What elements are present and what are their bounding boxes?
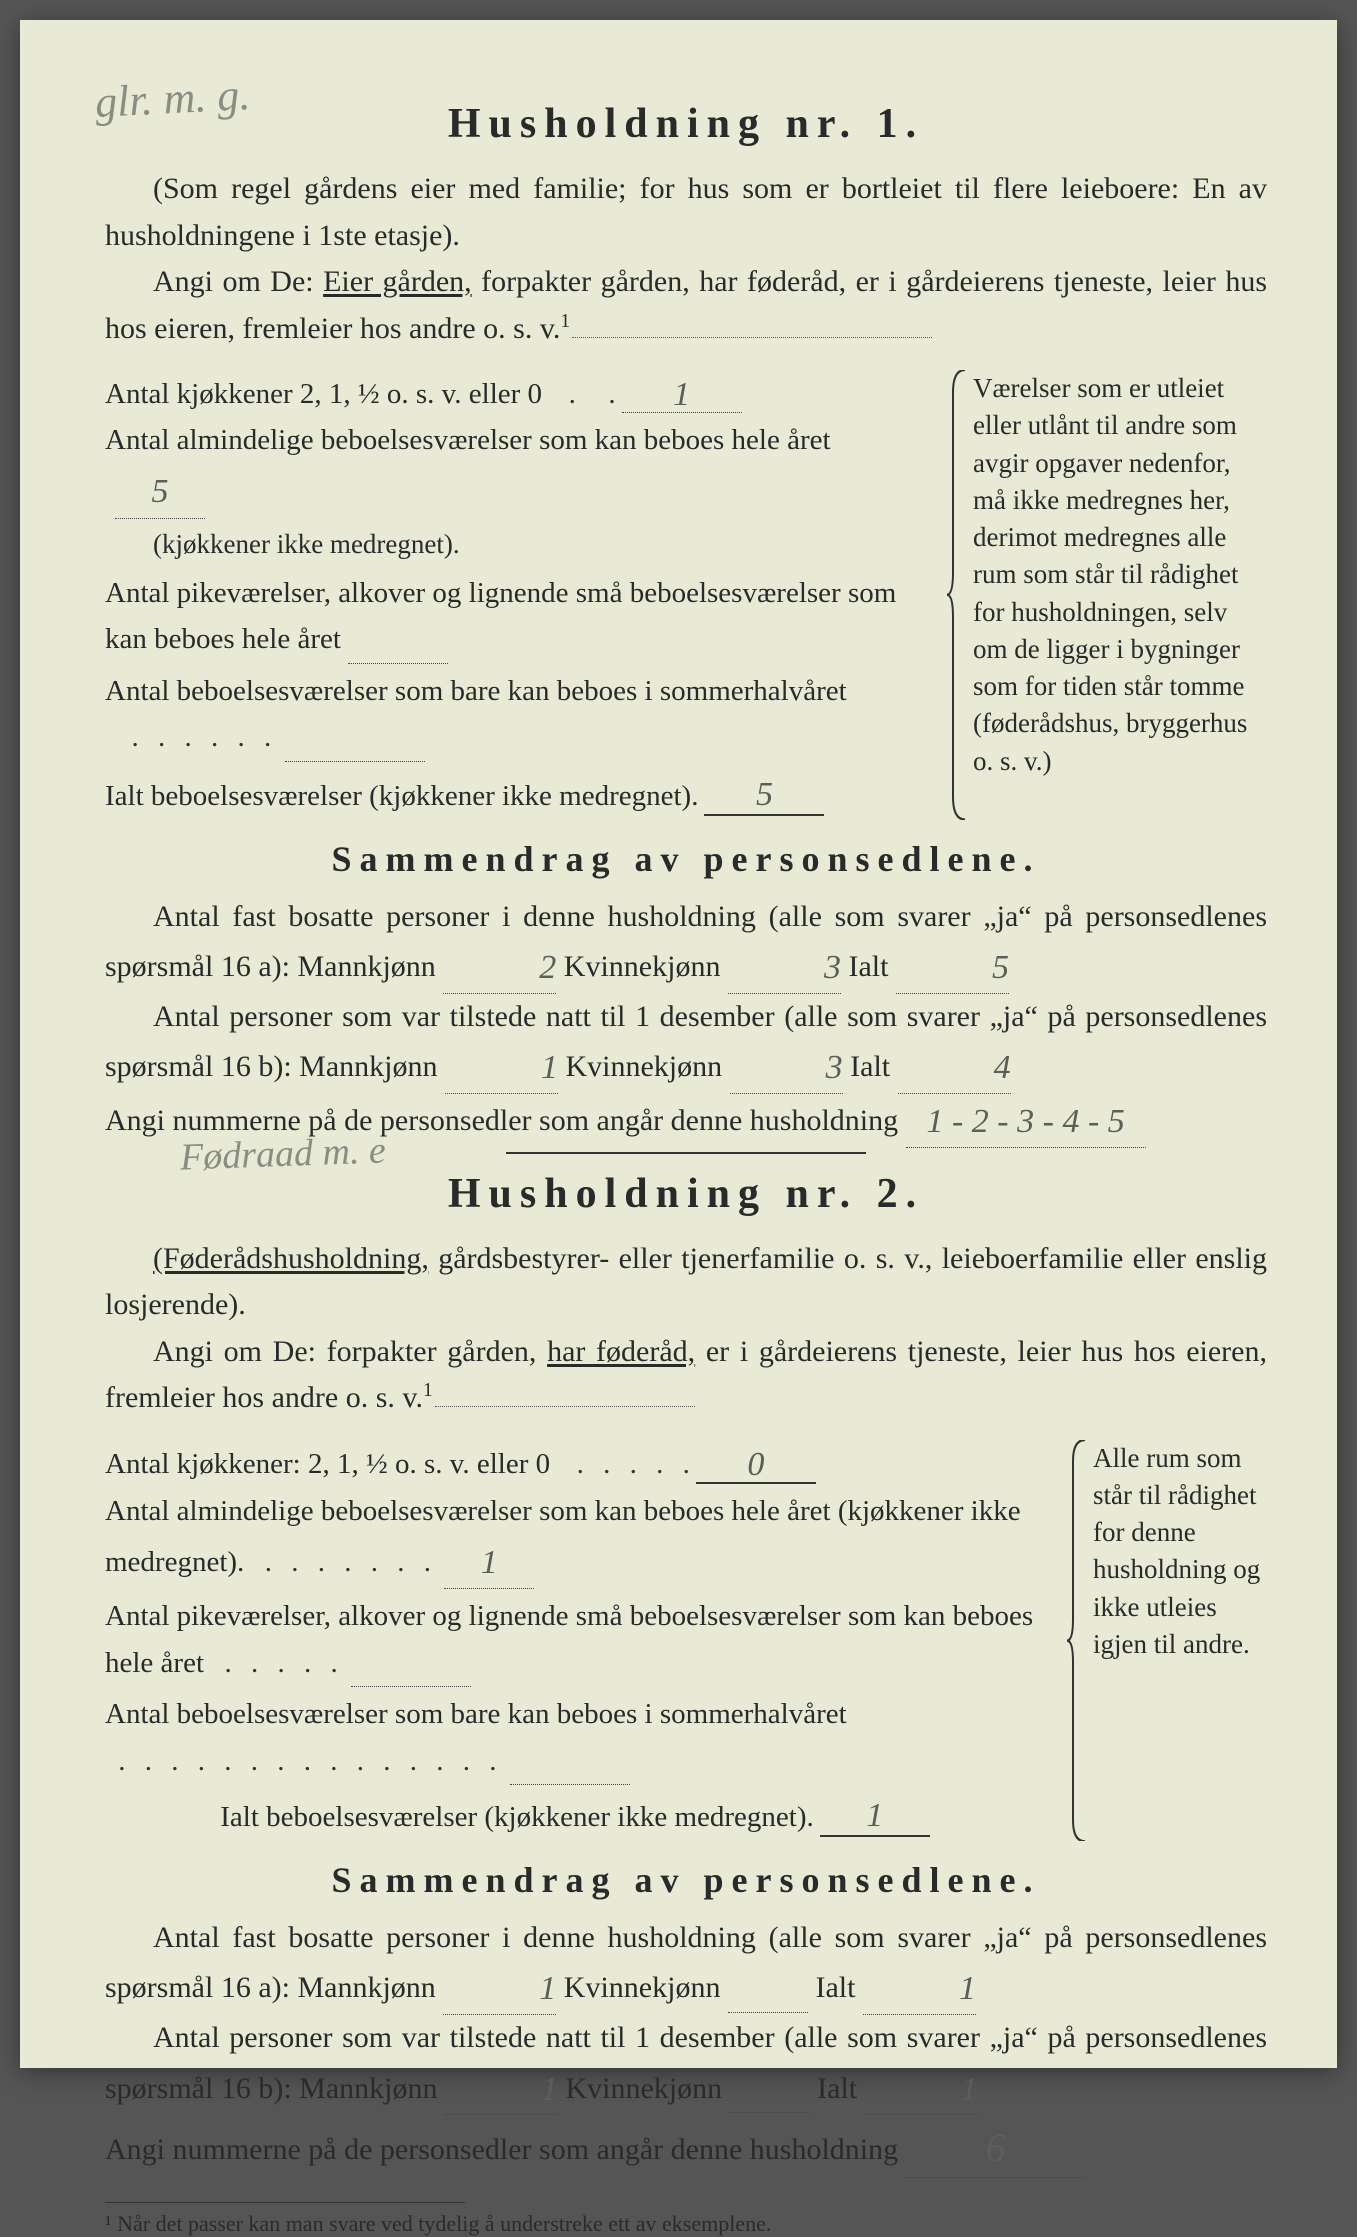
present-total: 4 <box>946 1042 1011 1095</box>
footnote: ¹ Når det passer kan man svare ved tydel… <box>105 2211 1267 2237</box>
kitchens-row: Antal kjøkkener 2, 1, ½ o. s. v. eller 0… <box>105 374 925 413</box>
resident-female: 3 <box>776 942 841 995</box>
angi-om-2-pre: Angi om De: forpakter gården, <box>153 1335 547 1368</box>
ialt-label-4: Ialt <box>817 2072 857 2105</box>
angi-om-2-underline: har føderåd, <box>547 1335 695 1368</box>
resident-male-2: 1 <box>491 1963 556 2016</box>
household-2-side-note: Alle rum som står til rådighet for denne… <box>1067 1440 1267 1841</box>
household-2-intro: (Føderådshusholdning, gårdsbestyrer- ell… <box>105 1236 1267 1329</box>
side-note-text: Værelser som er utleiet eller utlånt til… <box>973 373 1247 776</box>
present-total-2: 1 <box>913 2064 978 2117</box>
intro-2-underline: (Føderådshusholdning, <box>153 1242 429 1275</box>
maid-rooms-label: Antal pikeværelser, alkover og lignende … <box>105 577 896 655</box>
present-male: 1 <box>493 1042 558 1095</box>
household-2-summary-title: Sammendrag av personsedlene. <box>105 1859 1267 1901</box>
ordinary-rooms-row-2: Antal almindelige beboelsesværelser som … <box>105 1488 1045 1590</box>
household-2-numbers-row: Angi nummerne på de personsedler som ang… <box>105 2115 1267 2178</box>
household-1-side-note: Værelser som er utleiet eller utlånt til… <box>947 370 1267 820</box>
total-rooms-row: Ialt beboelsesværelser (kjøkkener ikke m… <box>105 776 925 816</box>
kvinne-label-2: Kvinnekjønn <box>565 1050 722 1083</box>
numbers-label: Angi nummerne på de personsedler som ang… <box>105 1104 898 1137</box>
ialt-label: Ialt <box>848 950 888 983</box>
numbers-value: 1 - 2 - 3 - 4 - 5 <box>926 1096 1124 1149</box>
total-rooms-label: Ialt beboelsesværelser (kjøkkener ikke m… <box>105 780 698 813</box>
ordinary-rooms-value-2: 1 <box>481 1536 498 1590</box>
kvinne-label-3: Kvinnekjønn <box>564 1971 721 2004</box>
total-rooms-value-2: 1 <box>866 1797 883 1835</box>
household-1-intro: (Som regel gårdens eier med familie; for… <box>105 166 1267 259</box>
total-rooms-row-2: Ialt beboelsesværelser (kjøkkener ikke m… <box>105 1797 1045 1837</box>
angi-om-pre: Angi om De: <box>153 265 323 298</box>
footnote-marker: 1 <box>560 311 570 332</box>
kvinne-label: Kvinnekjønn <box>564 950 721 983</box>
ordinary-rooms-value: 5 <box>152 465 169 519</box>
household-1-present-row: Antal personer som var tilstede natt til… <box>105 994 1267 1094</box>
total-rooms-label-2: Ialt beboelsesværelser (kjøkkener ikke m… <box>220 1801 813 1834</box>
summer-rooms-row: Antal beboelsesværelser som bare kan be­… <box>105 668 925 762</box>
ialt-label-2: Ialt <box>850 1050 890 1083</box>
ialt-label-3: Ialt <box>815 1971 855 2004</box>
household-1-resident-row: Antal fast bosatte personer i denne hush… <box>105 894 1267 994</box>
household-2-angi-om: Angi om De: forpakter gården, har føderå… <box>105 1329 1267 1422</box>
brace-icon-2 <box>1067 1440 1087 1841</box>
angi-om-underline: Eier gården, <box>323 265 472 298</box>
kitchens-row-2: Antal kjøkkener: 2, 1, ½ o. s. v. eller … <box>105 1444 1045 1484</box>
resident-total-2: 1 <box>911 1963 976 2016</box>
household-1-room-block: Antal kjøkkener 2, 1, ½ o. s. v. eller 0… <box>105 370 1267 820</box>
summer-rooms-row-2: Antal beboelsesværelser som bare kan beb… <box>105 1691 1045 1785</box>
total-rooms-value: 5 <box>756 776 773 814</box>
kitchens-value: 1 <box>673 376 690 414</box>
numbers-label-2: Angi nummerne på de personsedler som ang… <box>105 2133 898 2166</box>
maid-rooms-row: Antal pikeværelser, alkover og lignende … <box>105 570 925 664</box>
footnote-marker-2: 1 <box>423 1380 433 1401</box>
ordinary-rooms-sublabel: (kjøkkener ikke medregnet). <box>105 523 925 566</box>
kitchens-label: Antal kjøkkener 2, 1, ½ o. s. v. eller 0 <box>105 378 542 411</box>
present-male-2: 1 <box>493 2064 558 2117</box>
kvinne-label-4: Kvinnekjønn <box>565 2072 722 2105</box>
present-female: 3 <box>778 1042 843 1095</box>
brace-icon <box>947 370 967 820</box>
summer-rooms-label: Antal beboelsesværelser som bare kan be­… <box>105 675 847 707</box>
side-note-text-2: Alle rum som står til rådighet for denne… <box>1093 1443 1260 1659</box>
household-1-summary-title: Sammendrag av personsedlene. <box>105 838 1267 880</box>
kitchens-label-2: Antal kjøkkener: 2, 1, ½ o. s. v. eller … <box>105 1448 550 1481</box>
household-1-title: Husholdning nr. 1. <box>105 100 1267 148</box>
handwritten-annotation-top: glr. m. g. <box>94 71 252 127</box>
ordinary-rooms-label-2: Antal almindelige beboelsesværelser som … <box>105 1495 1021 1578</box>
summer-rooms-label-2: Antal beboelsesværelser som bare kan beb… <box>105 1698 847 1730</box>
household-1-angi-om: Angi om De: Eier gården, forpakter gårde… <box>105 259 1267 352</box>
census-form-page: glr. m. g. Husholdning nr. 1. (Som regel… <box>20 20 1337 2068</box>
resident-male: 2 <box>491 942 556 995</box>
ordinary-rooms-row: Antal almindelige beboelsesværelser som … <box>105 417 925 566</box>
household-2-resident-row: Antal fast bosatte personer i denne hush… <box>105 1915 1267 2015</box>
numbers-value-2: 6 <box>986 2117 1006 2179</box>
household-2-title: Husholdning nr. 2. <box>105 1170 1267 1218</box>
resident-total: 5 <box>944 942 1009 995</box>
maid-rooms-row-2: Antal pikeværelser, alkover og lignende … <box>105 1593 1045 1687</box>
kitchens-value-2: 0 <box>747 1446 764 1484</box>
household-2-present-row: Antal personer som var tilstede natt til… <box>105 2015 1267 2115</box>
handwritten-annotation-mid: Fødraad m. e <box>179 1130 386 1179</box>
household-2-room-block: Antal kjøkkener: 2, 1, ½ o. s. v. eller … <box>105 1440 1267 1841</box>
ordinary-rooms-label: Antal almindelige beboelsesværelser som … <box>105 424 831 456</box>
